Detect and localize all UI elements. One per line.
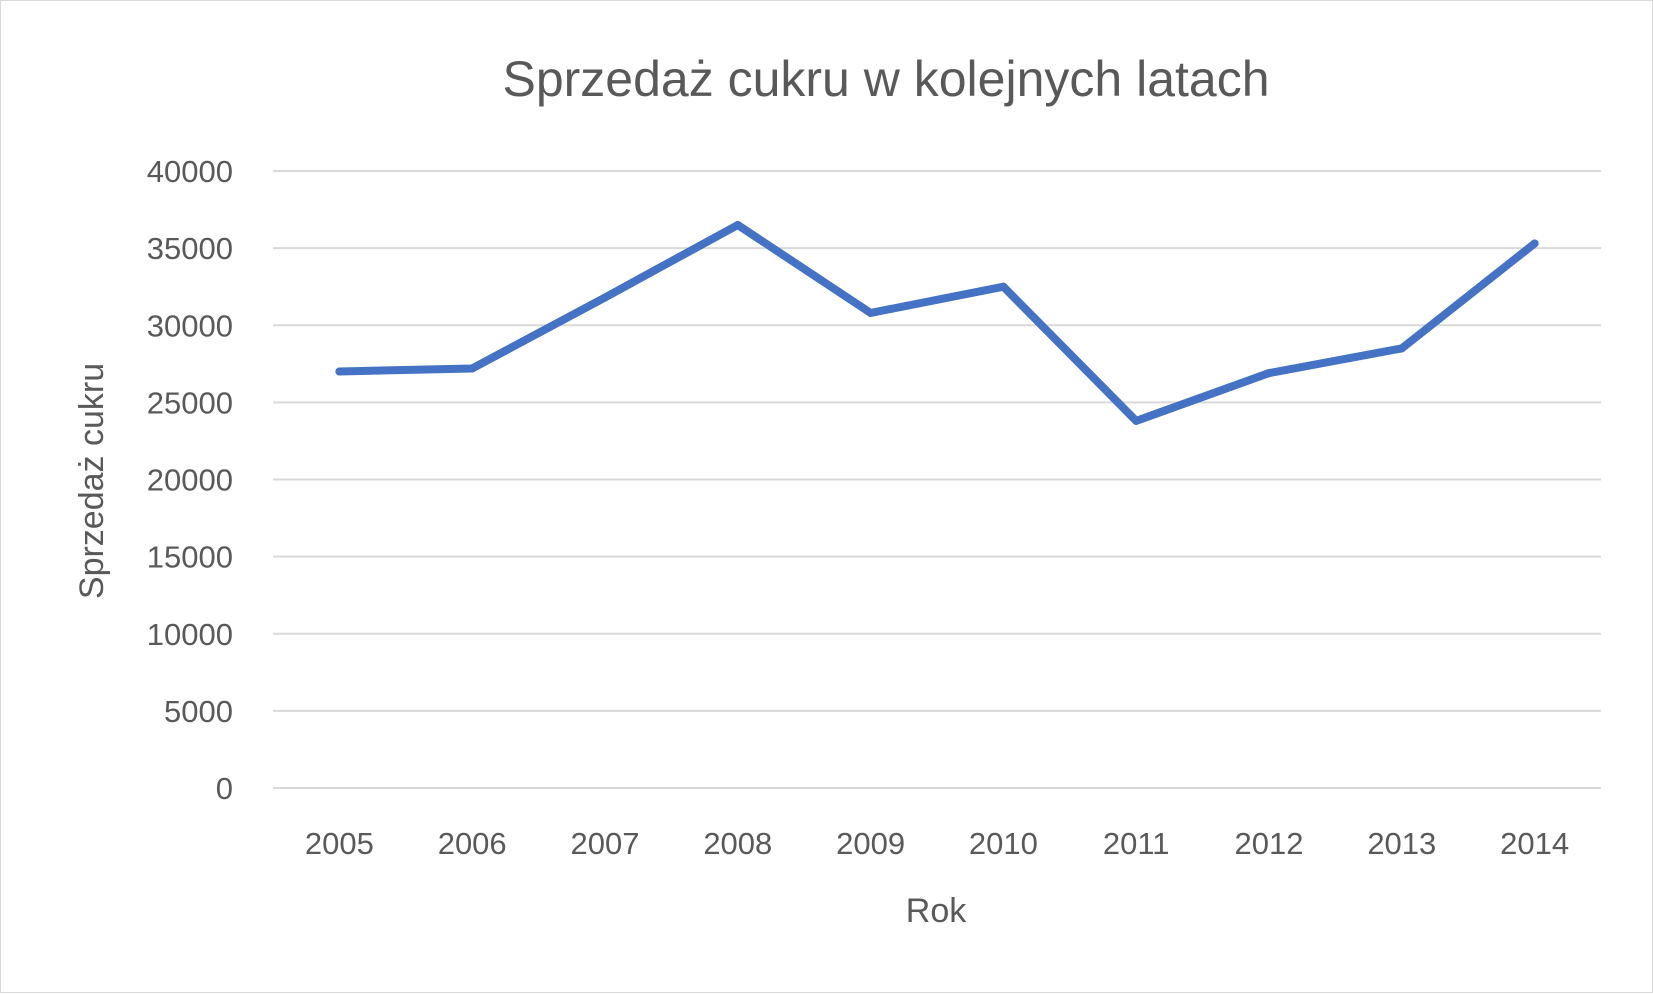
x-tick-label: 2010 (969, 826, 1038, 861)
data-point (1530, 239, 1539, 248)
y-tick-label: 25000 (147, 385, 233, 420)
y-tick-label: 0 (216, 771, 233, 806)
data-point (866, 308, 875, 317)
data-point (335, 367, 344, 376)
data-point (1397, 344, 1406, 353)
data-point (468, 364, 477, 373)
y-tick-label: 35000 (147, 231, 233, 266)
x-tick-label: 2011 (1103, 826, 1170, 861)
data-point (999, 282, 1008, 291)
x-tick-label: 2007 (571, 826, 640, 861)
y-axis-label: Sprzedaż cukru (73, 363, 111, 599)
data-point (1132, 416, 1141, 425)
y-tick-label: 40000 (147, 154, 233, 189)
y-tick-label: 30000 (147, 308, 233, 343)
data-point (733, 220, 742, 229)
x-tick-label: 2012 (1235, 826, 1304, 861)
data-point (601, 293, 609, 302)
y-axis-ticks: 0 5000 10000 15000 20000 25000 30000 35000 40000 (147, 154, 233, 806)
y-tick-label: 20000 (147, 463, 233, 498)
chart-title: Sprzedaż cukru w kolejnych latach (502, 51, 1269, 107)
x-axis-label: Rok (906, 892, 967, 930)
x-tick-label: 2014 (1500, 826, 1569, 861)
y-tick-label: 15000 (147, 540, 233, 575)
series-group (335, 220, 1539, 425)
series-line (335, 220, 1539, 425)
x-tick-label: 2013 (1367, 826, 1436, 861)
x-tick-label: 2005 (305, 826, 374, 861)
y-tick-label: 10000 (147, 617, 233, 652)
x-tick-label: 2008 (703, 826, 772, 861)
data-point (1265, 369, 1273, 378)
x-tick-label: 2006 (438, 826, 507, 861)
x-tick-label: 2009 (836, 826, 905, 861)
x-axis-ticks: 2005 2006 2007 2008 2009 2010 2011 2012 2013 2014 (305, 826, 1569, 861)
gridlines (273, 170, 1601, 789)
y-tick-label: 5000 (164, 694, 233, 729)
